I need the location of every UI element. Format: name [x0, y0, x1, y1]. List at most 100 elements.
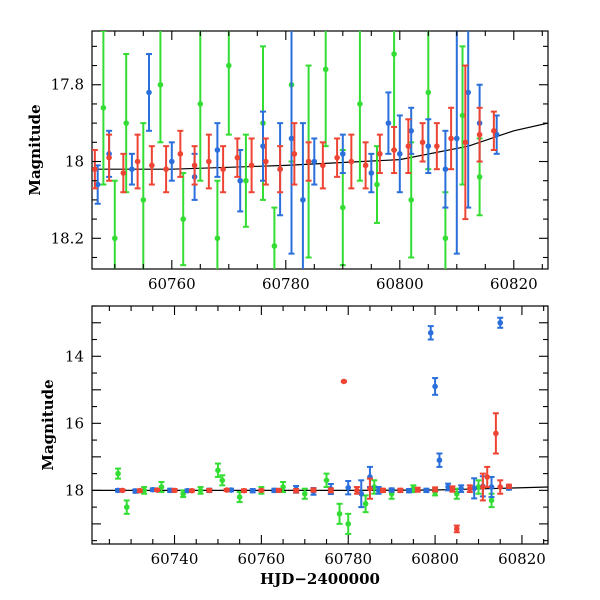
- top-x-tick-label: 60820: [490, 275, 538, 293]
- top-data-point: [140, 197, 147, 203]
- bottom-data-point: [432, 486, 438, 493]
- top-data-point: [92, 166, 98, 172]
- top-data-point: [163, 166, 169, 172]
- top-y-tick-label: 18.2: [51, 229, 84, 247]
- top-data-point: [243, 177, 249, 184]
- bottom-data-point: [354, 487, 360, 494]
- bottom-data-point: [388, 487, 395, 493]
- top-data-point: [146, 89, 152, 96]
- top-data-point: [157, 81, 164, 88]
- top-data-point: [214, 235, 221, 242]
- bottom-data-point: [336, 511, 343, 517]
- top-data-point: [465, 89, 472, 96]
- top-data-point: [100, 104, 107, 111]
- bottom-data-point: [223, 487, 230, 493]
- bottom-y-tick-label: 18: [65, 481, 84, 499]
- top-data-point: [291, 151, 298, 157]
- bottom-data-point: [480, 484, 486, 490]
- bottom-plot-frame: [91, 305, 549, 545]
- top-data-point: [408, 197, 415, 203]
- top-data-point: [408, 128, 415, 134]
- bottom-y-axis-label: Magnitude: [39, 379, 57, 470]
- top-data-point: [391, 51, 397, 57]
- top-data-point: [425, 89, 432, 96]
- top-data-point: [368, 170, 375, 176]
- top-data-point: [300, 197, 306, 203]
- top-data-point: [277, 166, 283, 172]
- top-data-point: [425, 143, 432, 149]
- bottom-y-tick-label: 16: [65, 414, 84, 432]
- bottom-data-point: [406, 487, 412, 494]
- top-data-point: [397, 151, 403, 157]
- bottom-data-point: [436, 457, 443, 463]
- top-data-point: [476, 131, 483, 138]
- top-x-tick-label: 60800: [376, 275, 424, 293]
- top-data-point: [106, 154, 112, 161]
- bottom-data-point: [345, 484, 352, 491]
- top-data-point: [385, 120, 392, 126]
- top-data-point: [248, 162, 255, 169]
- bottom-data-point: [362, 500, 369, 507]
- bottom-data-point: [493, 430, 499, 437]
- bottom-data-point: [189, 487, 195, 494]
- top-data-point: [197, 101, 204, 107]
- bottom-data-point: [471, 485, 477, 492]
- top-data-point: [476, 174, 483, 180]
- top-data-point: [340, 151, 346, 157]
- top-data-point: [405, 143, 412, 149]
- top-data-point: [442, 235, 449, 242]
- bottom-plot-area: [92, 316, 548, 535]
- top-plot-area: [92, 31, 548, 269]
- bottom-data-point: [341, 378, 347, 385]
- top-data-point: [320, 162, 326, 169]
- top-data-point: [169, 158, 175, 165]
- bottom-data-point: [380, 487, 386, 494]
- bottom-x-tick-label: 60800: [411, 550, 459, 568]
- top-data-point: [180, 216, 186, 222]
- bottom-x-tick-label: 60740: [151, 550, 199, 568]
- top-data-point: [362, 162, 369, 169]
- top-data-point: [226, 62, 232, 69]
- bottom-data-point: [488, 497, 495, 504]
- bottom-data-point: [236, 494, 243, 500]
- bottom-data-point: [119, 487, 126, 494]
- top-data-point: [305, 158, 312, 165]
- top-data-point: [94, 181, 101, 188]
- bottom-data-point: [293, 487, 299, 494]
- top-data-point: [322, 66, 329, 73]
- top-y-tick-label: 18: [65, 153, 84, 171]
- top-data-point: [120, 170, 127, 176]
- bottom-data-point: [506, 483, 512, 490]
- top-data-point: [263, 158, 269, 165]
- bottom-data-point: [115, 470, 121, 477]
- bottom-data-point: [123, 504, 130, 510]
- top-data-point: [206, 158, 212, 165]
- bottom-data-point: [275, 487, 282, 494]
- bottom-data-point: [458, 485, 464, 492]
- top-data-point: [454, 135, 460, 142]
- top-x-tick-label: 60760: [148, 275, 196, 293]
- bottom-panel: 60740 60760 60780 60800 60820 14 16 18 Magnitud…: [39, 305, 549, 588]
- bottom-x-tick-label: 60780: [324, 550, 372, 568]
- top-axis-ticks: 60760 60780 60800 60820 17.8 18 18.2: [51, 31, 548, 293]
- bottom-x-tick-label: 60760: [238, 550, 286, 568]
- top-data-point: [348, 158, 355, 165]
- bottom-data-point: [197, 487, 204, 494]
- bottom-data-point: [171, 487, 178, 494]
- top-data-point: [459, 112, 466, 119]
- bottom-data-point: [323, 477, 330, 484]
- top-data-point: [288, 135, 295, 142]
- bottom-data-point: [467, 485, 473, 492]
- bottom-data-point: [484, 474, 491, 480]
- top-data-point: [374, 181, 380, 188]
- top-data-point: [340, 204, 346, 211]
- bottom-data-point: [367, 485, 373, 492]
- top-data-point: [434, 143, 440, 149]
- top-data-point: [377, 151, 383, 157]
- top-data-point: [112, 235, 118, 242]
- bottom-data-point: [371, 484, 378, 490]
- bottom-data-point: [414, 486, 421, 493]
- top-data-point: [271, 243, 278, 249]
